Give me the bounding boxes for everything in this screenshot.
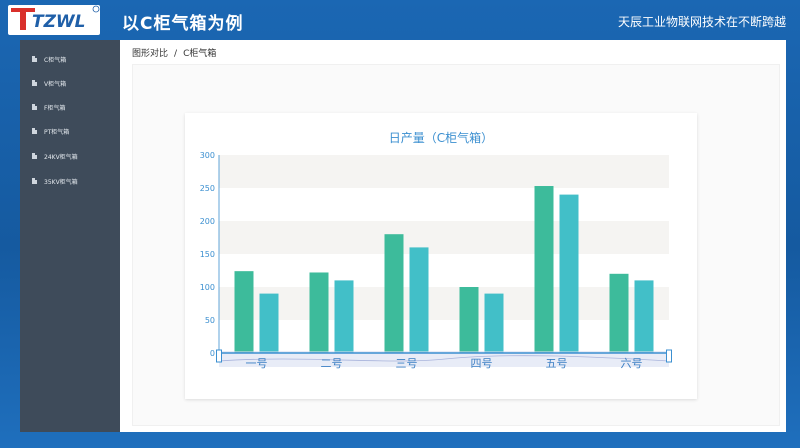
grid-band [219, 287, 669, 320]
chart-card: 日产量（C柜气箱） 0 50 100 150 200 250 300 一号 二号 三号 四号 五号 六号 [185, 113, 697, 399]
breadcrumb: 图形对比 / C柜气箱 [132, 46, 216, 59]
grid-band [219, 320, 669, 353]
sidebar-item-label: V柜气箱 [44, 80, 67, 88]
bar [334, 280, 354, 353]
y-tick-label: 0 [210, 349, 215, 358]
breadcrumb-separator: / [174, 49, 178, 59]
y-tick-label: 150 [200, 250, 215, 259]
sidebar-item-label: 35KV柜气箱 [44, 178, 78, 186]
app-window: C柜气箱 V柜气箱 F柜气箱 PT柜气箱 24KV柜气箱 35KV柜气箱 图形对… [20, 40, 786, 432]
grid-band [219, 188, 669, 221]
sidebar-item-label: F柜气箱 [44, 104, 66, 112]
sidebar-item-v[interactable]: V柜气箱 [32, 76, 66, 90]
bar [384, 234, 404, 353]
page-title: 以C柜气箱为例 [122, 14, 244, 34]
grid-band [219, 254, 669, 287]
x-tick-label: 四号 [471, 357, 493, 370]
x-tick-label: 一号 [246, 357, 268, 370]
zoom-slider-preview [218, 355, 670, 362]
grid-band [219, 221, 669, 254]
bar [309, 272, 329, 353]
breadcrumb-current: C柜气箱 [183, 49, 217, 59]
document-icon [32, 104, 37, 110]
chart-title: 日产量（C柜气箱） [388, 131, 494, 145]
document-icon [32, 56, 37, 62]
company-logo: TZWL [8, 5, 100, 35]
bar [534, 186, 554, 353]
bar [459, 287, 479, 353]
y-tick-label: 250 [200, 184, 215, 193]
document-icon [32, 153, 37, 159]
document-icon [32, 80, 37, 86]
bar [234, 271, 254, 353]
sidebar-item-f[interactable]: F柜气箱 [32, 100, 65, 114]
document-icon [32, 128, 37, 134]
breadcrumb-root[interactable]: 图形对比 [132, 49, 169, 59]
sidebar-item-35kv[interactable]: 35KV柜气箱 [32, 174, 78, 188]
logo-text: TZWL [32, 12, 86, 32]
bar [559, 194, 579, 353]
main-content: 图形对比 / C柜气箱 日产量（C柜气箱） 0 50 100 150 200 250 300 一号… [120, 40, 786, 432]
x-tick-label: 六号 [621, 357, 643, 370]
y-tick-label: 50 [205, 316, 215, 325]
bar [259, 293, 279, 353]
x-tick-label: 三号 [396, 357, 418, 370]
y-tick-label: 100 [200, 283, 215, 292]
zoom-handle [666, 349, 672, 363]
y-tick-label: 200 [200, 217, 215, 226]
bar-chart: 0 50 100 150 200 250 300 一号 二号 三号 四号 五号 六号 [200, 151, 672, 370]
bar [634, 280, 654, 353]
bar [484, 293, 504, 353]
document-icon [32, 178, 37, 184]
bar [609, 273, 629, 353]
sidebar-item-label: 24KV柜气箱 [44, 153, 78, 161]
sidebar-item-24kv[interactable]: 24KV柜气箱 [32, 149, 78, 163]
app-header: TZWL 以C柜气箱为例 天辰工业物联网技术在不断跨越 [0, 0, 800, 40]
zoom-handle [216, 349, 222, 363]
sidebar: C柜气箱 V柜气箱 F柜气箱 PT柜气箱 24KV柜气箱 35KV柜气箱 [20, 40, 120, 432]
chart-panel: 日产量（C柜气箱） 0 50 100 150 200 250 300 一号 二号 三号 四号 五号 六号 [132, 64, 780, 426]
company-slogan: 天辰工业物联网技术在不断跨越 [617, 15, 786, 29]
x-tick-label: 五号 [546, 357, 568, 370]
bar [409, 247, 429, 353]
sidebar-item-label: C柜气箱 [44, 56, 67, 64]
grid-band [219, 155, 669, 188]
y-tick-label: 300 [200, 151, 215, 160]
sidebar-item-pt[interactable]: PT柜气箱 [32, 124, 69, 138]
x-tick-label: 二号 [321, 357, 343, 370]
sidebar-item-label: PT柜气箱 [44, 128, 70, 136]
sidebar-item-c[interactable]: C柜气箱 [32, 52, 66, 66]
